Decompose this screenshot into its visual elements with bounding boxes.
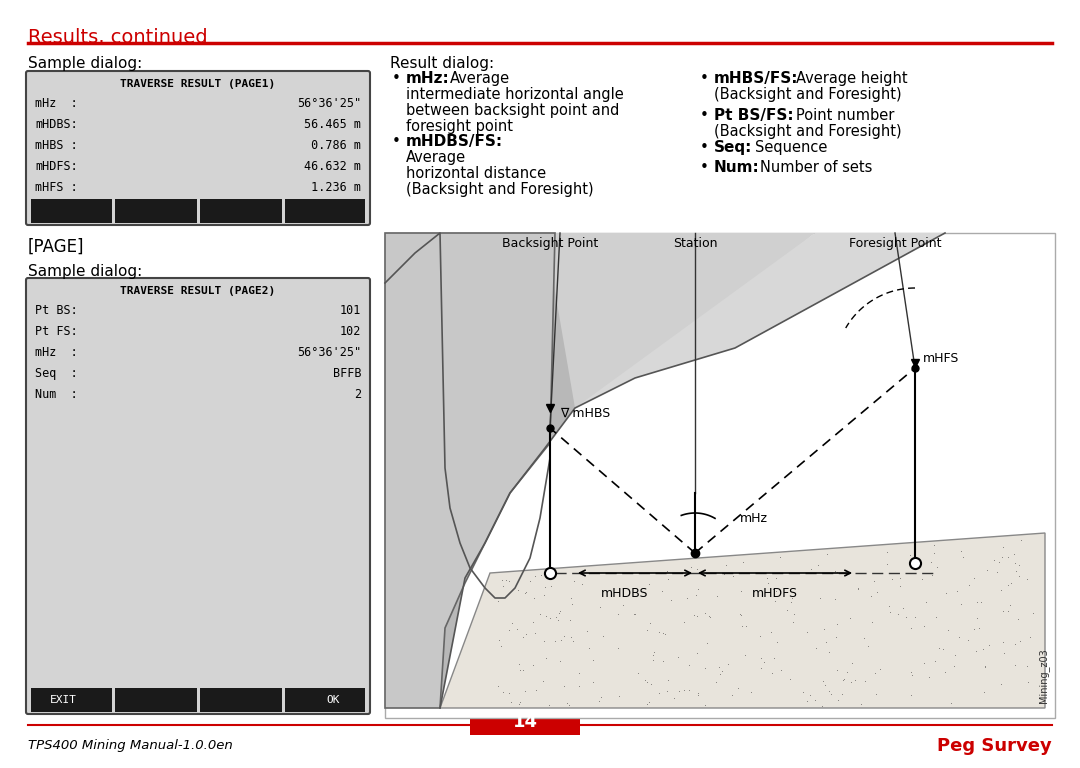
Text: Pt BS/FS:: Pt BS/FS:	[714, 108, 794, 123]
Text: Point number: Point number	[796, 108, 894, 123]
Text: mHBS/FS:: mHBS/FS:	[714, 71, 798, 86]
Text: mHBS :: mHBS :	[35, 139, 78, 152]
Text: mHDBS: mHDBS	[602, 587, 649, 600]
Text: •: •	[700, 108, 708, 123]
Text: TRAVERSE RESULT (PAGE1): TRAVERSE RESULT (PAGE1)	[120, 79, 275, 89]
Polygon shape	[384, 233, 765, 708]
Bar	[384, 233, 1055, 718]
Text: (Backsight and Foresight): (Backsight and Foresight)	[714, 124, 902, 139]
Text: [PAGE]: [PAGE]	[28, 238, 84, 256]
Text: mHFS: mHFS	[923, 352, 959, 365]
Text: Backsight Point: Backsight Point	[502, 237, 598, 250]
Polygon shape	[440, 533, 1045, 708]
Text: •: •	[392, 71, 401, 86]
Text: mHz  :: mHz :	[35, 97, 78, 110]
Text: BFFB: BFFB	[333, 367, 361, 380]
Text: mHDBS/FS:: mHDBS/FS:	[406, 134, 503, 149]
Text: •: •	[700, 160, 708, 175]
Bar	[470, 709, 580, 735]
Text: 56°36'25": 56°36'25"	[297, 346, 361, 359]
Text: TRAVERSE RESULT (PAGE2): TRAVERSE RESULT (PAGE2)	[120, 286, 275, 296]
Text: ∇ mHBS: ∇ mHBS	[561, 406, 610, 419]
Text: Foresight Point: Foresight Point	[849, 237, 942, 250]
Text: •: •	[700, 71, 708, 86]
Text: Results, continued: Results, continued	[28, 28, 207, 47]
Text: Average height: Average height	[796, 71, 907, 86]
Text: Seq:: Seq:	[714, 140, 753, 155]
Text: TPS400 Mining Manual-1.0.0en: TPS400 Mining Manual-1.0.0en	[28, 740, 233, 753]
Bar	[31, 199, 365, 223]
Text: Average: Average	[406, 150, 467, 165]
Text: (Backsight and Foresight): (Backsight and Foresight)	[714, 87, 902, 102]
Text: Sample dialog:: Sample dialog:	[28, 56, 143, 71]
Bar	[111, 199, 114, 223]
Text: Mining_z03: Mining_z03	[1038, 648, 1049, 703]
Text: Pt FS:: Pt FS:	[35, 325, 78, 338]
Text: 56°36'25": 56°36'25"	[297, 97, 361, 110]
Text: mHDFS: mHDFS	[752, 587, 798, 600]
Text: 46.632 m: 46.632 m	[303, 160, 361, 173]
Text: EXIT: EXIT	[50, 695, 77, 705]
Text: Num:: Num:	[714, 160, 759, 175]
Bar	[197, 688, 200, 712]
Text: mHFS :: mHFS :	[35, 181, 78, 194]
Text: Seq  :: Seq :	[35, 367, 78, 380]
Bar	[197, 199, 200, 223]
Text: •: •	[392, 134, 401, 149]
Text: mHz  :: mHz :	[35, 346, 78, 359]
Text: (Backsight and Foresight): (Backsight and Foresight)	[406, 182, 594, 197]
Text: Average: Average	[450, 71, 510, 86]
Text: mHDFS:: mHDFS:	[35, 160, 78, 173]
Bar	[111, 688, 114, 712]
Text: 56.465 m: 56.465 m	[303, 118, 361, 131]
Text: 2: 2	[354, 388, 361, 401]
Text: mHz:: mHz:	[406, 71, 449, 86]
Text: 14: 14	[513, 713, 538, 731]
Text: Number of sets: Number of sets	[760, 160, 873, 175]
Text: Station: Station	[673, 237, 717, 250]
Text: •: •	[700, 140, 708, 155]
Text: Sequence: Sequence	[755, 140, 827, 155]
Text: foresight point: foresight point	[406, 119, 513, 134]
Text: between backsight point and: between backsight point and	[406, 103, 619, 118]
Polygon shape	[384, 233, 555, 708]
Text: mHz: mHz	[740, 511, 768, 525]
Text: 1.236 m: 1.236 m	[303, 181, 361, 194]
Polygon shape	[545, 233, 815, 408]
Text: 102: 102	[339, 325, 361, 338]
Text: Num  :: Num :	[35, 388, 78, 401]
Text: intermediate horizontal angle: intermediate horizontal angle	[406, 87, 624, 102]
Text: mHDBS:: mHDBS:	[35, 118, 78, 131]
Text: OK: OK	[326, 695, 340, 705]
Bar	[31, 688, 365, 712]
Text: 0.786 m: 0.786 m	[303, 139, 361, 152]
Text: Pt BS:: Pt BS:	[35, 304, 78, 317]
Bar	[282, 199, 284, 223]
FancyBboxPatch shape	[26, 71, 370, 225]
Polygon shape	[575, 233, 945, 408]
Text: Peg Survey: Peg Survey	[937, 737, 1052, 755]
Bar	[282, 688, 284, 712]
Text: horizontal distance: horizontal distance	[406, 166, 546, 181]
Text: Result dialog:: Result dialog:	[390, 56, 495, 71]
Text: 101: 101	[339, 304, 361, 317]
Text: Sample dialog:: Sample dialog:	[28, 264, 143, 279]
FancyBboxPatch shape	[26, 278, 370, 714]
